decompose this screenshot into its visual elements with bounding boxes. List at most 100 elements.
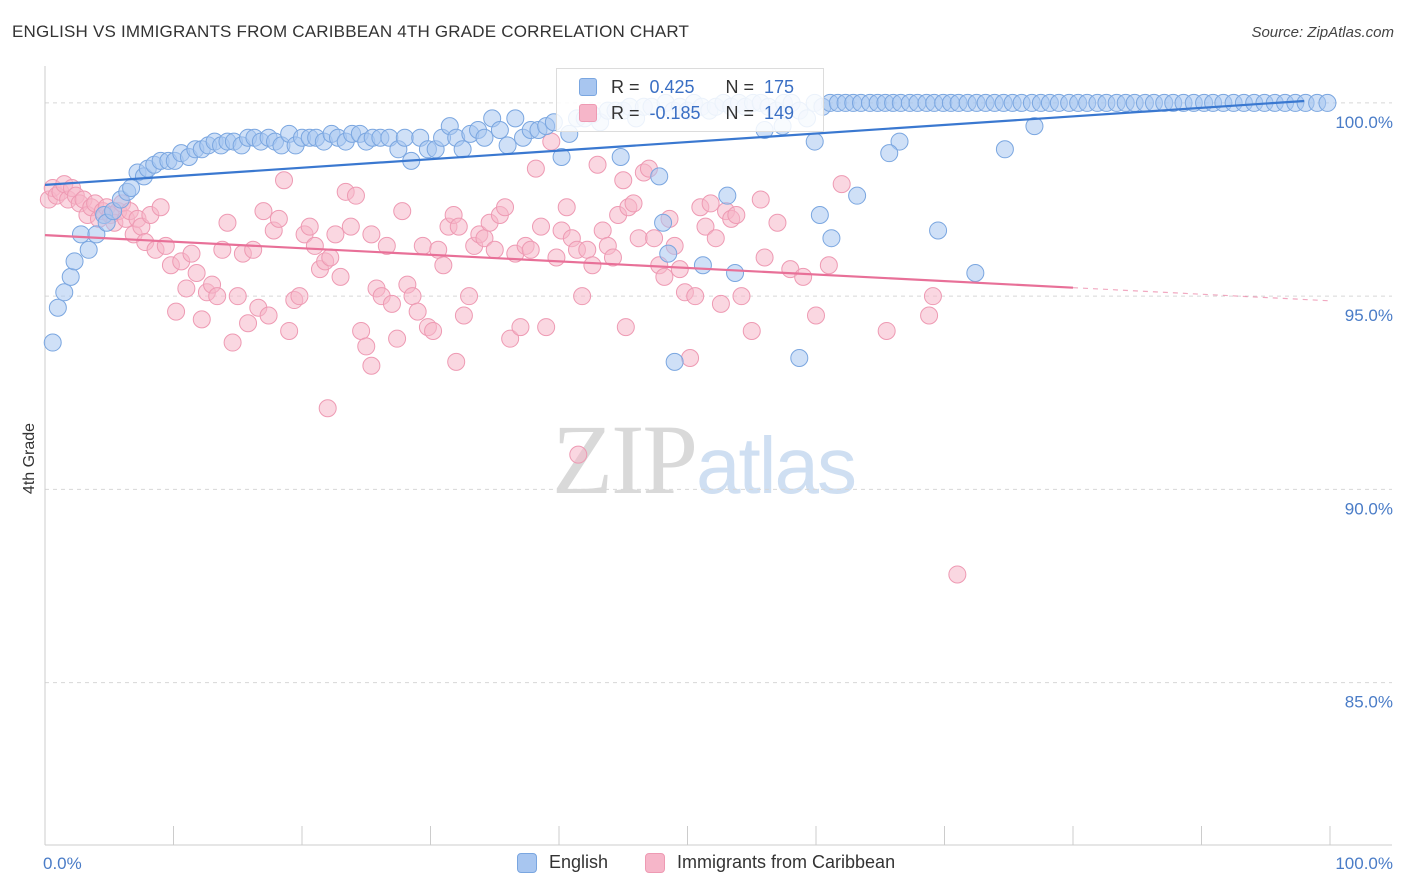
caribbean-point [377,236,396,255]
caribbean-point [208,287,227,306]
caribbean-point [670,260,689,279]
caribbean-point [341,217,360,236]
caribbean-point [496,198,515,217]
caribbean-point [254,202,273,221]
english-point [48,298,67,317]
english-point [490,120,509,139]
english-point [929,221,948,240]
caribbean-point [290,287,309,306]
english-point [726,263,745,282]
caribbean-point [280,321,299,340]
caribbean-point [357,337,376,356]
caribbean-point [614,171,633,190]
caribbean-point [275,171,294,190]
english-point [805,132,824,151]
caribbean-point [259,306,278,325]
caribbean-point [192,310,211,329]
caribbean-point [711,294,730,313]
series-legend-caribbean[interactable]: Immigrants from Caribbean [645,852,895,873]
caribbean-point [583,256,602,275]
english-points [43,93,1337,371]
caribbean-point [742,321,761,340]
english-point [810,206,829,225]
caribbean-point [923,287,942,306]
legend-row-caribbean: R = -0.185 N = 149 [579,101,794,125]
english-point [880,144,899,163]
legend-r-value: 0.425 [649,76,695,97]
english-point [475,128,494,147]
y-tick-label: 95.0% [1345,306,1393,325]
legend-n-label: N = [725,76,755,97]
english-point [506,109,525,128]
caribbean-point [413,236,432,255]
english-point [654,213,673,232]
caribbean-point [521,240,540,259]
caribbean-trend-extension [1072,287,1331,302]
english-point [552,148,571,167]
english-point [498,136,517,155]
caribbean-point [593,221,612,240]
caribbean-point [182,244,201,263]
caribbean-point [447,352,466,371]
caribbean-point [629,229,648,248]
caribbean-point [213,240,232,259]
english-point [650,167,669,186]
english-point [61,267,80,286]
caribbean-point [819,256,838,275]
caribbean-point [557,198,576,217]
caribbean-point [352,321,371,340]
caribbean-point [218,213,237,232]
english-point [848,186,867,205]
legend-n-value: 175 [764,76,795,97]
caribbean-point [269,209,288,228]
caribbean-point [403,287,422,306]
caribbean-point [326,225,345,244]
caribbean-point [537,318,556,337]
caribbean-point [569,445,588,464]
english-point [43,333,62,352]
caribbean-point [228,287,247,306]
caribbean-point [701,194,720,213]
caribbean-point [645,229,664,248]
caribbean-point [681,349,700,368]
english-trend-line [44,99,1305,186]
caribbean-point [151,198,170,217]
series-label-caribbean: Immigrants from Caribbean [677,852,896,872]
caribbean-point [300,217,319,236]
english-point [790,349,809,368]
english-point [995,140,1014,159]
caribbean-point [346,186,365,205]
english-point [71,225,90,244]
english-point [822,229,841,248]
caribbean-point [732,287,751,306]
caribbean-trend-line [44,234,1074,289]
caribbean-point [511,318,530,337]
caribbean-point [655,267,674,286]
legend-r-label: R = [611,76,640,97]
caribbean-point [223,333,242,352]
series-swatch-english [517,852,537,873]
axes [44,66,1392,846]
y-tick-label: 100.0% [1335,113,1393,132]
series-legend-english[interactable]: English [517,852,608,873]
legend-r-value: -0.185 [649,102,701,123]
caribbean-point [318,399,337,418]
caribbean-point [877,321,896,340]
legend-r-label: R = [611,102,640,123]
english-point [665,352,684,371]
caribbean-point [485,240,504,259]
watermark-atlas: atlas [696,421,857,510]
chart-title: ENGLISH VS IMMIGRANTS FROM CARIBBEAN 4TH… [12,22,690,41]
english-point [453,140,472,159]
english-point [890,132,909,151]
caribbean-point [588,155,607,174]
y-axis-title: 4th Grade [21,423,38,494]
english-point [65,252,84,271]
english-point [1025,117,1044,136]
caribbean-point [706,229,725,248]
english-point [395,128,414,147]
english-point [693,256,712,275]
caribbean-point [305,236,324,255]
english-point [966,263,985,282]
